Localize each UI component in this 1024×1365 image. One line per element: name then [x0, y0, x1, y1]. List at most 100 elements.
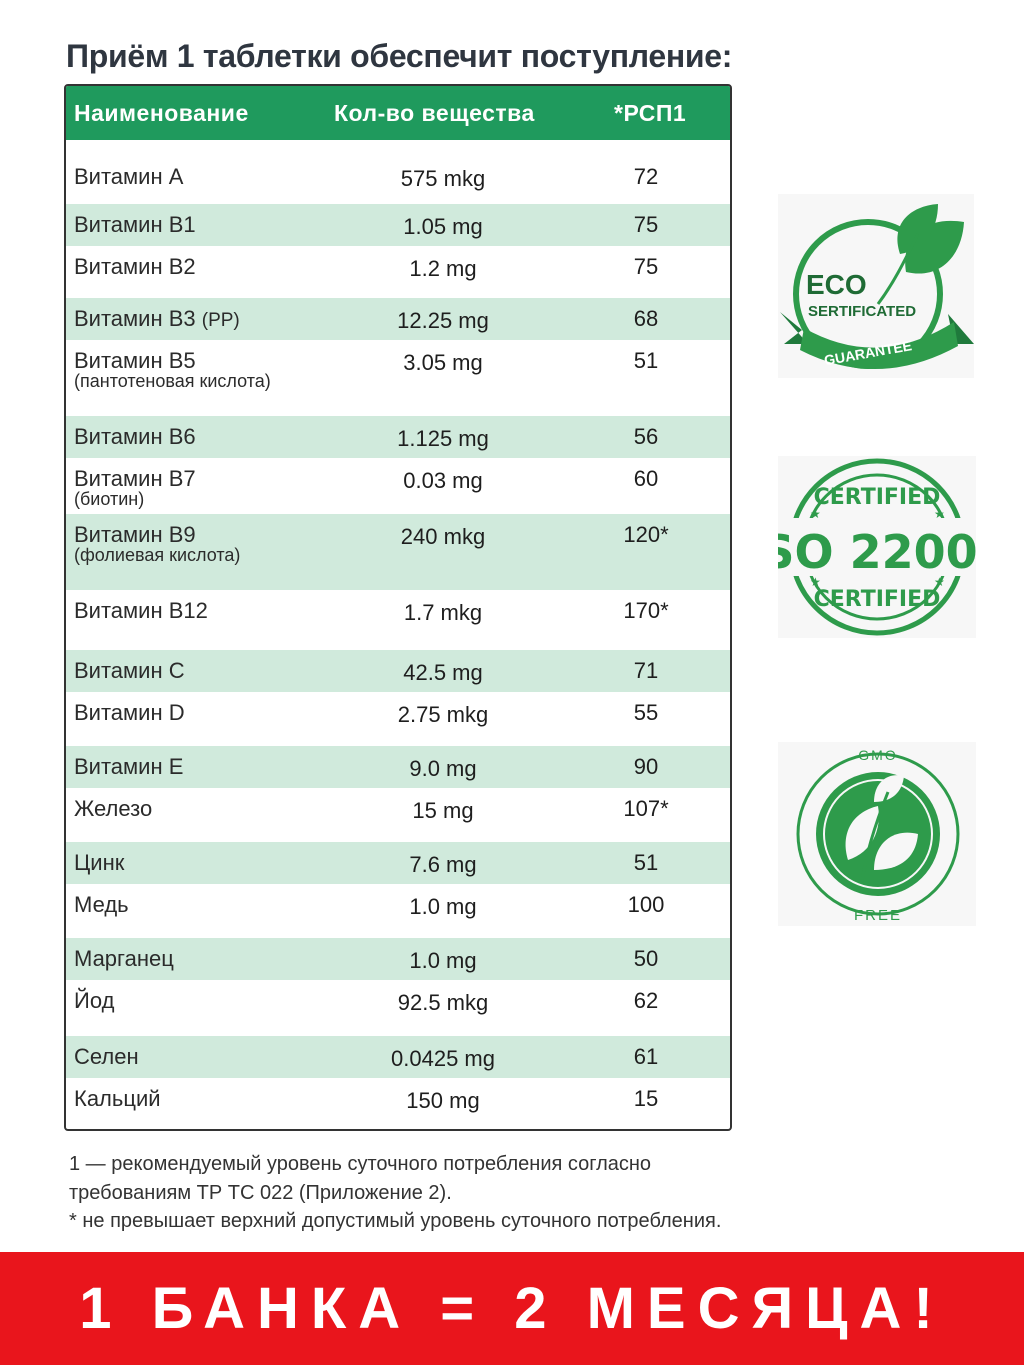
nutrient-name: Витамин В1 — [74, 212, 196, 238]
nutrient-name: Витамин В12 — [74, 598, 208, 624]
nutrient-amount: 9.0 mg — [409, 756, 477, 781]
nutrient-rsp: 71 — [633, 658, 659, 683]
nutrient-amount: 7.6 mg — [409, 852, 477, 877]
nutrient-amount: 1.2 mg — [409, 256, 477, 281]
table-row: Витамин В5 (пантотеновая кислота) 3.05 mg 5… — [66, 340, 730, 416]
page-title: Приём 1 таблетки обеспечит поступление: — [66, 38, 733, 74]
nutrient-amount: 1.125 mg — [397, 426, 489, 451]
nutrient-amount: 3.05 mg — [403, 350, 483, 375]
nutrient-name-text: Витамин D — [74, 700, 185, 725]
eco-text: ECO — [806, 269, 867, 300]
nutrient-amount: 92.5 mkg — [397, 990, 489, 1015]
table-header: Наименование Кол-во вещества *РСП1 — [66, 86, 730, 140]
nutrient-name-text: Кальций — [74, 1086, 161, 1111]
nutrient-amount: 575 mkg — [400, 166, 486, 191]
star-icon: ★ — [810, 507, 821, 521]
nutrient-amount: 1.0 mg — [409, 948, 477, 973]
table-row: Медь 1.0 mg 100 — [66, 884, 730, 938]
header-amount: Кол-во вещества — [334, 99, 535, 126]
nutrient-name: Витамин С — [74, 658, 185, 684]
nutrient-name: Железо — [74, 796, 152, 822]
star-icon: ★ — [934, 507, 945, 521]
nutrient-name-text: Витамин В12 — [74, 598, 208, 623]
nutrient-amount: 240 mkg — [400, 524, 486, 549]
table-row: Витамин В12 1.7 mkg 170* — [66, 590, 730, 650]
nutrient-name: Витамин В2 — [74, 254, 196, 280]
nutrient-name-text: Витамин В3 — [74, 306, 196, 331]
iso-certified-top: CERTIFIED — [814, 485, 941, 510]
nutrient-rsp: 107* — [623, 796, 669, 821]
nutrient-name-text: Витамин В9 — [74, 522, 196, 547]
nutrient-name: Витамин D — [74, 700, 185, 726]
nutrient-rsp: 60 — [633, 466, 659, 491]
nutrient-name: Медь — [74, 892, 129, 918]
nutrient-rsp: 56 — [633, 424, 659, 449]
header-rsp: *РСП1 — [614, 99, 687, 126]
nutrient-name: Селен — [74, 1044, 139, 1070]
nutrient-rsp: 72 — [633, 164, 659, 189]
nutrient-name: Витамин А — [74, 164, 183, 190]
table-row: Витамин Е 9.0 mg 90 — [66, 746, 730, 788]
nutrient-rsp: 75 — [633, 212, 659, 237]
nutrient-name-text: Витамин В7 — [74, 466, 196, 491]
table-row: Витамин В3 (PP) 12.25 mg 68 — [66, 298, 730, 340]
nutrient-name-extra: (PP) — [201, 310, 240, 331]
nutrient-name: Марганец — [74, 946, 174, 972]
nutrient-name: Витамин В9 (фолиевая кислота) — [74, 522, 240, 564]
footnote-line: * не превышает верхний допустимый уровен… — [69, 1210, 722, 1232]
nutrient-amount: 0.03 mg — [403, 468, 483, 493]
table-row: Витамин В7 (биотин) 0.03 mg 60 — [66, 458, 730, 514]
nutrient-amount: 2.75 mkg — [397, 702, 489, 727]
table-row: Витамин В9 (фолиевая кислота) 240 mkg 120* — [66, 514, 730, 590]
free-text: FREE — [854, 907, 902, 924]
nutrient-amount: 0.0425 mg — [391, 1046, 495, 1071]
table-row: Марганец 1.0 mg 50 — [66, 938, 730, 980]
nutrient-amount: 150 mg — [406, 1088, 480, 1113]
iso-certified-bottom: CERTIFIED — [814, 587, 941, 612]
nutrient-subtitle: (фолиевая кислота) — [74, 545, 241, 565]
table-row: Витамин D 2.75 mkg 55 — [66, 692, 730, 746]
eco-sertificated-text: SERTIFICATED — [808, 303, 916, 320]
gmo-text: GMO — [858, 747, 897, 763]
nutrient-name-text: Витамин В2 — [74, 254, 196, 279]
nutrient-name-text: Витамин А — [74, 164, 184, 189]
promo-banner-text: 1 БАНКА = 2 МЕСЯЦА! — [79, 1276, 945, 1341]
nutrient-rsp: 90 — [633, 754, 659, 779]
nutrient-name: Цинк — [74, 850, 124, 876]
table-row: Витамин В2 1.2 mg 75 — [66, 246, 730, 298]
nutrient-name: Йод — [74, 988, 114, 1014]
promo-banner: 1 БАНКА = 2 МЕСЯЦА! — [0, 1252, 1024, 1365]
eco-certified-badge: ECO SERTIFICATED GUARANTEE — [778, 194, 974, 378]
footnote-line: требованиям ТР ТС 022 (Приложение 2). — [69, 1181, 452, 1204]
iso-text: ISO 22000 — [778, 525, 976, 579]
nutrient-name-text: Йод — [74, 988, 115, 1013]
star-icon: ★ — [810, 575, 821, 589]
nutrient-name: Витамин В6 — [74, 424, 196, 450]
nutrient-name-text: Железо — [74, 796, 153, 821]
footnotes: 1 — рекомендуемый уровень суточного потр… — [69, 1150, 721, 1236]
table-row: Витамин В6 1.125 mg 56 — [66, 416, 730, 458]
star-icon: ★ — [934, 575, 945, 589]
nutrient-name: Витамин Е — [74, 754, 183, 780]
nutrient-rsp: 51 — [633, 850, 659, 875]
nutrient-name: Кальций — [74, 1086, 161, 1112]
nutrient-rsp: 68 — [633, 306, 659, 331]
nutrient-rsp: 62 — [633, 988, 659, 1013]
nutrient-rsp: 15 — [633, 1086, 659, 1111]
nutrient-rsp: 50 — [633, 946, 659, 971]
nutrient-name-text: Витамин Е — [74, 754, 184, 779]
header-name: Наименование — [74, 99, 249, 126]
nutrient-rsp: 75 — [633, 254, 659, 279]
nutrient-name-text: Витамин В1 — [74, 212, 196, 237]
table-row: Витамин А 575 mkg 72 — [66, 140, 730, 204]
nutrient-name-text: Витамин С — [74, 658, 185, 683]
footnote-line: 1 — рекомендуемый уровень суточного потр… — [69, 1153, 652, 1175]
nutrient-name-text: Марганец — [74, 946, 174, 971]
table-row: Витамин С 42.5 mg 71 — [66, 650, 730, 692]
nutrient-rsp: 55 — [633, 700, 659, 725]
nutrient-name-text: Витамин В5 — [74, 348, 196, 373]
nutrient-rsp: 120* — [623, 522, 669, 547]
nutrient-amount: 42.5 mg — [403, 660, 483, 685]
nutrient-amount: 1.7 mkg — [403, 600, 483, 625]
nutrient-name-text: Медь — [74, 892, 129, 917]
